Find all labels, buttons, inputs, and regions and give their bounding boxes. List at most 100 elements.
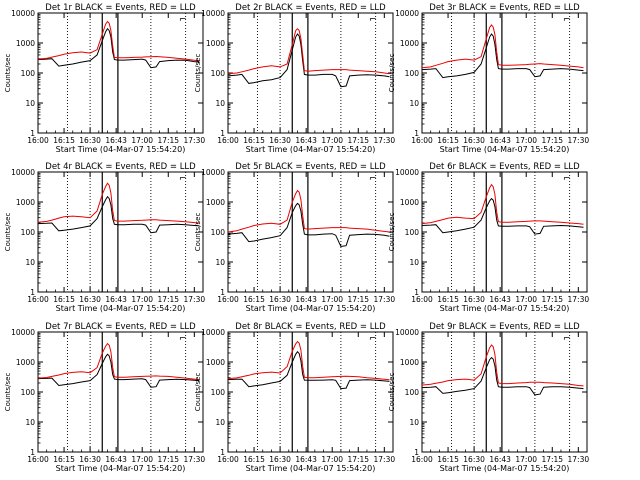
x-tick-label: 17:15 xyxy=(541,455,563,464)
x-tick-label: 16:43 xyxy=(105,295,127,304)
y-tick-label: 10 xyxy=(25,258,35,267)
x-tick-label: 17:30 xyxy=(374,136,396,145)
lld-series-line xyxy=(227,27,390,75)
x-tick-label: 17:00 xyxy=(515,455,537,464)
x-tick-label: 16:00 xyxy=(411,295,433,304)
y-tick-label: 10 xyxy=(409,418,419,427)
y-tick-label: 1000 xyxy=(206,358,225,367)
x-axis-label: Start Time (04-Mar-07 15:54:20) xyxy=(56,464,186,473)
x-tick-label: 17:00 xyxy=(515,295,537,304)
x-tick-label: 16:00 xyxy=(411,455,433,464)
x-tick-label: 16:43 xyxy=(489,136,511,145)
events-series-line xyxy=(37,353,200,388)
x-tick-label: 16:15 xyxy=(53,295,75,304)
y-tick-label: 1 xyxy=(30,288,35,297)
events-series-line xyxy=(421,356,584,396)
x-tick-label: 17:00 xyxy=(131,295,153,304)
y-tick-label: 10 xyxy=(409,99,419,108)
y-tick-label: 10 xyxy=(215,418,225,427)
x-tick-label: 16:30 xyxy=(269,455,291,464)
detector-panel-2: Det 2r BLACK = Events, RED = LLD 1 10 100 10… xyxy=(194,3,395,154)
x-tick-label: 17:00 xyxy=(131,136,153,145)
x-axis-label: Start Time (04-Mar-07 15:54:20) xyxy=(440,304,570,313)
x-tick-label: 17:15 xyxy=(157,136,179,145)
events-series-line xyxy=(227,202,390,247)
x-tick-label: 17:00 xyxy=(321,455,343,464)
detector-panel-6: Det 6r BLACK = Events, RED = LLD 1 10 100 10… xyxy=(388,162,589,313)
x-tick-label: 17:30 xyxy=(568,136,590,145)
y-axis-label: Counts/sec xyxy=(194,213,202,252)
x-tick-label: 16:15 xyxy=(243,136,265,145)
x-tick-label: 16:00 xyxy=(27,295,49,304)
x-tick-label: 17:15 xyxy=(347,295,369,304)
x-tick-label: 16:43 xyxy=(295,295,317,304)
detector-panel-5: Det 5r BLACK = Events, RED = LLD 1 10 100 10… xyxy=(194,162,395,313)
x-tick-label: 16:30 xyxy=(269,295,291,304)
corner-marker-glyph: ⌐ xyxy=(179,334,187,344)
y-tick-label: 10 xyxy=(215,99,225,108)
panel-title: Det 4r BLACK = Events, RED = LLD xyxy=(45,162,196,172)
x-tick-label: 16:15 xyxy=(53,455,75,464)
x-tick-label: 17:00 xyxy=(515,136,537,145)
events-series-line xyxy=(421,33,584,79)
y-tick-label: 10000 xyxy=(395,168,419,177)
lld-series-line xyxy=(421,24,584,69)
x-tick-label: 16:00 xyxy=(217,455,239,464)
x-tick-label: 16:15 xyxy=(53,136,75,145)
y-tick-label: 1 xyxy=(220,129,225,138)
x-tick-label: 16:43 xyxy=(105,455,127,464)
panel-title: Det 6r BLACK = Events, RED = LLD xyxy=(429,162,580,172)
corner-marker-glyph: ⌐ xyxy=(369,334,377,344)
x-tick-label: 17:15 xyxy=(157,455,179,464)
y-axis-label: Counts/sec xyxy=(388,373,396,412)
x-tick-label: 16:30 xyxy=(269,136,291,145)
y-tick-label: 100 xyxy=(211,388,226,397)
y-tick-label: 1 xyxy=(414,288,419,297)
x-axis-label: Start Time (04-Mar-07 15:54:20) xyxy=(246,464,376,473)
events-series-line xyxy=(37,195,200,234)
corner-marker-glyph: ⌐ xyxy=(179,174,187,184)
y-tick-label: 10 xyxy=(215,258,225,267)
x-axis-label: Start Time (04-Mar-07 15:54:20) xyxy=(56,304,186,313)
y-axis-label: Counts/sec xyxy=(4,213,12,252)
x-tick-label: 16:30 xyxy=(463,295,485,304)
x-tick-label: 16:30 xyxy=(463,136,485,145)
panel-title: Det 7r BLACK = Events, RED = LLD xyxy=(45,322,196,332)
x-tick-label: 17:30 xyxy=(568,455,590,464)
y-tick-label: 1000 xyxy=(16,198,35,207)
y-tick-label: 10 xyxy=(25,418,35,427)
x-tick-label: 17:00 xyxy=(321,136,343,145)
corner-marker-glyph: ⌐ xyxy=(179,15,187,25)
events-series-line xyxy=(227,350,390,390)
y-axis-label: Counts/sec xyxy=(194,54,202,93)
corner-marker-glyph: ⌐ xyxy=(563,15,571,25)
y-tick-label: 1 xyxy=(220,448,225,457)
y-axis-label: Counts/sec xyxy=(388,213,396,252)
y-axis-label: Counts/sec xyxy=(4,54,12,93)
y-tick-label: 10 xyxy=(25,99,35,108)
x-tick-label: 16:43 xyxy=(105,136,127,145)
y-tick-label: 1000 xyxy=(206,39,225,48)
panel-title: Det 3r BLACK = Events, RED = LLD xyxy=(429,3,580,13)
detector-panel-7: Det 7r BLACK = Events, RED = LLD 1 10 100 10… xyxy=(4,322,205,473)
corner-marker-glyph: ⌐ xyxy=(369,15,377,25)
y-tick-label: 1000 xyxy=(400,198,419,207)
x-axis-label: Start Time (04-Mar-07 15:54:20) xyxy=(246,145,376,154)
detector-panel-3: Det 3r BLACK = Events, RED = LLD 1 10 100 10… xyxy=(388,3,589,154)
panel-title: Det 1r BLACK = Events, RED = LLD xyxy=(45,3,196,13)
x-tick-label: 16:30 xyxy=(79,136,101,145)
x-axis-label: Start Time (04-Mar-07 15:54:20) xyxy=(440,464,570,473)
y-tick-label: 10 xyxy=(409,258,419,267)
x-tick-label: 17:15 xyxy=(541,136,563,145)
lld-series-line xyxy=(421,344,584,387)
x-tick-label: 16:43 xyxy=(489,455,511,464)
y-tick-label: 100 xyxy=(21,388,36,397)
x-axis-label: Start Time (04-Mar-07 15:54:20) xyxy=(56,145,186,154)
y-tick-label: 1000 xyxy=(400,358,419,367)
y-tick-label: 1000 xyxy=(16,358,35,367)
x-tick-label: 16:15 xyxy=(243,455,265,464)
x-tick-label: 17:15 xyxy=(157,295,179,304)
lld-series-line xyxy=(37,20,200,62)
